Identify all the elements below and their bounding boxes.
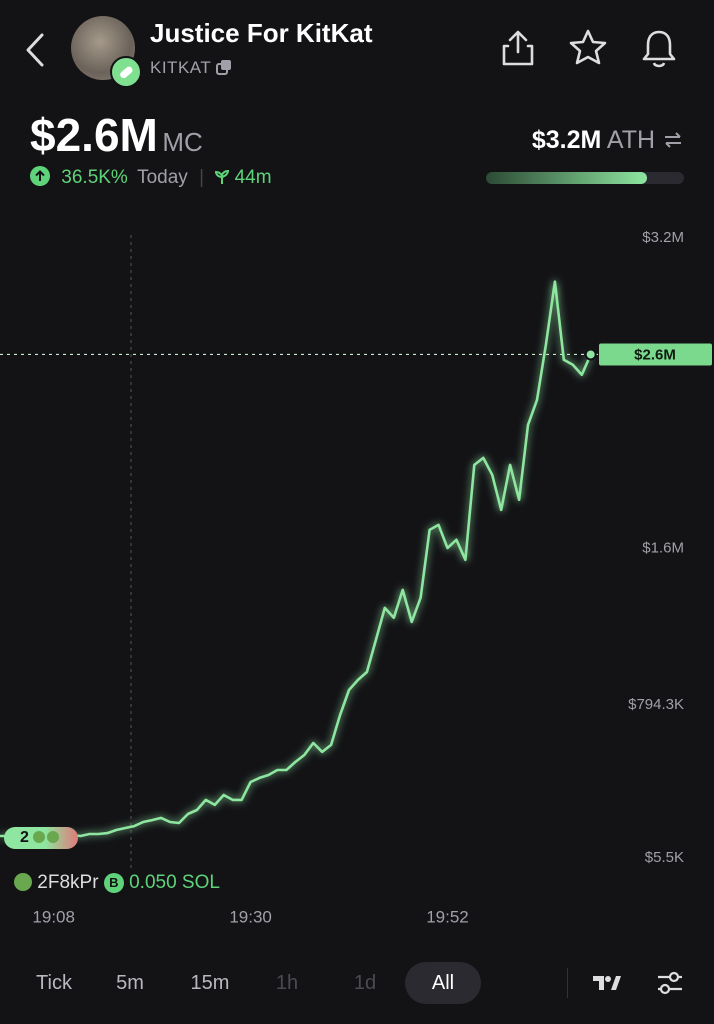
y-tick-label: $794.3K <box>628 696 684 713</box>
wallet-avatar <box>14 873 32 891</box>
pill-badge <box>110 56 142 88</box>
ath-row: $3.2M ATH <box>532 126 684 155</box>
sprout-icon <box>215 169 230 184</box>
timeframe-tab[interactable]: All <box>405 962 481 1004</box>
change-period: Today <box>137 167 188 188</box>
trade-row: 2F8kPr B 0.050 SOL <box>14 872 220 894</box>
price-line <box>0 280 592 838</box>
token-age: 44m <box>234 167 272 188</box>
timeframe-tab[interactable]: 15m <box>190 972 230 994</box>
market-cap-unit: MC <box>162 127 203 157</box>
trade-count: 2 <box>20 829 29 846</box>
favorite-button[interactable] <box>568 28 608 68</box>
x-tick-label: 19:30 <box>229 907 272 926</box>
last-point <box>584 348 597 361</box>
ath-progress <box>486 172 684 184</box>
y-tick-label: $5.5K <box>645 849 684 866</box>
y-tick-label: $1.6M <box>642 540 684 557</box>
trade-amount: 0.050 SOL <box>129 872 220 893</box>
copy-icon[interactable] <box>216 59 232 75</box>
tradingview-button[interactable] <box>592 972 622 994</box>
back-button[interactable] <box>22 32 48 68</box>
market-cap-value: $2.6M <box>30 109 158 161</box>
ath-label: ATH <box>606 126 656 154</box>
current-price-tag <box>599 343 712 366</box>
timeframe-tab[interactable]: Tick <box>36 972 72 994</box>
share-button[interactable] <box>500 28 536 68</box>
trade-marker[interactable]: 2 <box>4 827 78 849</box>
x-tick-label: 19:52 <box>426 907 469 926</box>
alert-button[interactable] <box>640 28 678 70</box>
market-cap: $2.6M MC <box>30 108 203 162</box>
ath-value: $3.2M <box>531 126 602 154</box>
y-tick-label: $3.2M <box>642 229 684 246</box>
current-price-label: $2.6M <box>634 346 676 363</box>
timeframe-tab[interactable]: 1d <box>353 972 377 994</box>
swap-icon[interactable] <box>662 130 684 150</box>
ticker: KITKAT <box>150 58 211 77</box>
divider <box>567 968 568 998</box>
change-value: 36.5K% <box>61 167 128 188</box>
up-icon <box>30 166 50 186</box>
token-name: Justice For KitKat <box>150 18 373 48</box>
token-ticker: KITKAT <box>150 58 232 78</box>
x-tick-label: 19:08 <box>32 907 75 926</box>
settings-button[interactable] <box>656 970 684 996</box>
timeframe-tab[interactable]: 5m <box>116 972 144 994</box>
change-row: 36.5K% Today | 44m <box>30 166 272 189</box>
timeframe-tab[interactable]: 1h <box>275 972 299 994</box>
ath-progress-fill <box>486 172 647 184</box>
wallet: 2F8kPr <box>37 872 99 893</box>
trader-avatar <box>33 831 46 843</box>
trade-side: B <box>103 873 124 893</box>
divider: | <box>199 167 205 188</box>
trader-avatar <box>47 831 60 843</box>
